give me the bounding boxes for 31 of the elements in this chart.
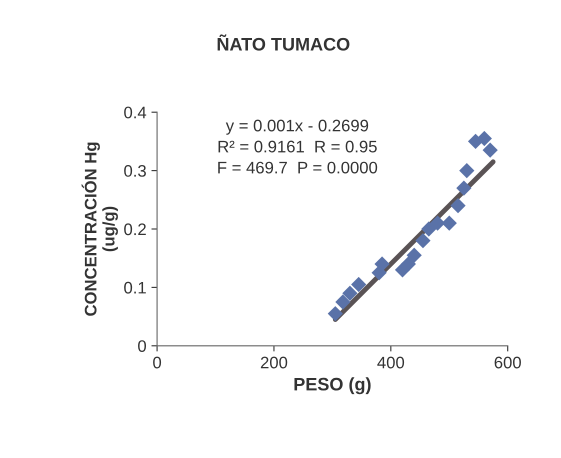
point (415, 233, 431, 248)
point (351, 276, 366, 292)
x-tick-label: 600 (494, 356, 521, 368)
chart-title: ÑATO TUMACO (218, 34, 350, 51)
annotation: y = 0.001x - 0.2699 (226, 120, 368, 135)
point (335, 294, 351, 310)
y-axis-title: CONCENTRACIÓN Hg (ug/g) (82, 142, 118, 316)
x-tick-label: 400 (377, 356, 404, 368)
point (456, 180, 472, 196)
x-tick-label: 0 (153, 356, 162, 368)
point (400, 256, 416, 272)
point (482, 142, 498, 158)
x-tick-label: 200 (260, 356, 288, 368)
point (374, 256, 390, 272)
annotation: R² = 0.9161 R = 0.95 (218, 140, 377, 152)
point (450, 198, 466, 214)
point (342, 286, 358, 301)
point (406, 248, 422, 263)
y-tick-label: 0.3 (124, 165, 146, 177)
x-axis-title: PESO (g) (294, 377, 371, 394)
y-tick-label: 0 (138, 340, 146, 352)
y-tick-label: 0.2 (124, 223, 146, 236)
y-tick-label: 0.4 (124, 106, 146, 118)
point (476, 130, 492, 146)
point (442, 216, 457, 231)
point (459, 163, 474, 178)
annotation: F = 469.7 P = 0.0000 (218, 162, 378, 174)
y-tick-label: 0.1 (124, 282, 146, 294)
point (421, 221, 436, 237)
point (328, 306, 343, 322)
point (430, 216, 446, 231)
